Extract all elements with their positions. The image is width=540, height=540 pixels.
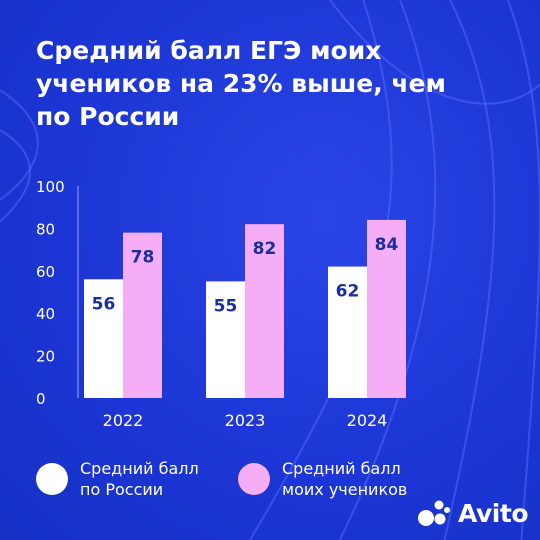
y-tick-label-40: 40 [36, 305, 55, 323]
value-label-mine-2023: 82 [253, 239, 277, 259]
legend-swatch-mine [238, 463, 270, 495]
legend-label-mine: Средний балл моих учеников [282, 459, 408, 499]
x-tick-label-2024: 2024 [347, 411, 388, 430]
x-tick-label-2022: 2022 [103, 411, 144, 430]
bar-russia-2024 [328, 266, 367, 398]
y-tick-label-60: 60 [36, 263, 55, 281]
legend-item-russia: Средний балл по России [36, 458, 220, 500]
bar-mine-2022 [123, 232, 162, 398]
y-axis-labels: 0 20 40 60 80 100 [36, 178, 65, 408]
y-tick-label-100: 100 [36, 178, 65, 196]
avito-logo-text: Avito [458, 498, 528, 528]
bars [84, 219, 406, 398]
legend-swatch-russia [36, 463, 68, 495]
value-label-russia-2024: 62 [336, 282, 360, 302]
bar-mine-2023 [245, 224, 284, 398]
page-title: Средний балл ЕГЭ моих учеников на 23% вы… [36, 36, 446, 131]
y-tick-label-20: 20 [36, 348, 55, 366]
bar-russia-2022 [84, 279, 123, 398]
value-label-russia-2022: 56 [92, 294, 116, 314]
legend-item-mine: Средний балл моих учеников [238, 458, 422, 500]
value-label-mine-2024: 84 [375, 235, 399, 255]
avito-logo: Avito [416, 498, 528, 528]
bar-mine-2024 [367, 219, 406, 398]
value-labels: 56 78 55 82 62 84 [92, 235, 399, 316]
x-axis-labels: 2022 2023 2024 [103, 411, 388, 430]
x-tick-label-2023: 2023 [225, 411, 266, 430]
avito-dots-icon [418, 500, 451, 526]
legend-label-russia: Средний балл по России [80, 459, 199, 499]
y-tick-label-0: 0 [36, 390, 46, 408]
value-label-russia-2023: 55 [214, 296, 238, 316]
y-tick-label-80: 80 [36, 220, 55, 238]
value-label-mine-2022: 78 [131, 248, 155, 268]
bar-russia-2023 [206, 281, 245, 398]
